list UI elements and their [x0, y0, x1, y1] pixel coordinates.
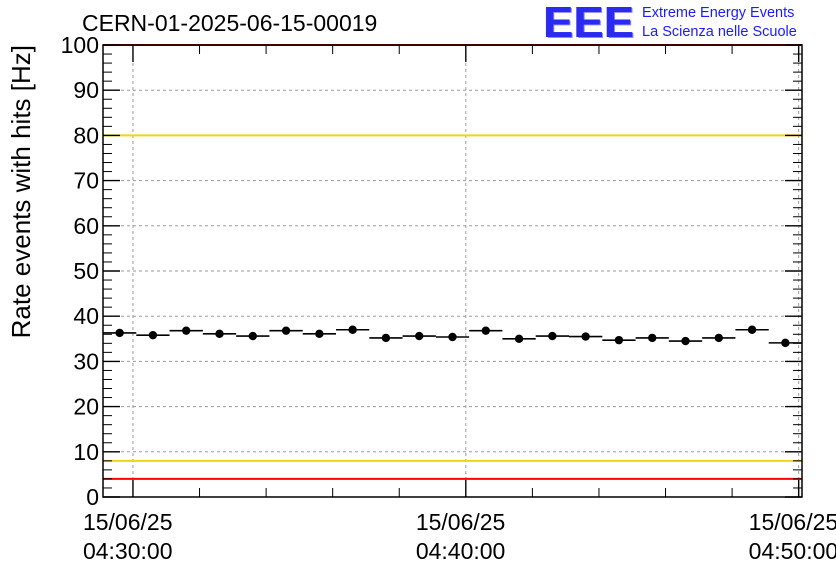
- y-tick-label-30: 30: [73, 348, 99, 374]
- logo-line-1: Extreme Energy Events: [642, 5, 795, 21]
- x-tick-time-0: 04:30:00: [83, 538, 173, 564]
- data-point-4: [248, 331, 257, 341]
- y-tick-label-100: 100: [61, 32, 99, 58]
- data-point-18: [714, 333, 723, 343]
- data-point-6: [315, 329, 324, 339]
- eee-logo: EEE Extreme Energy Events La Scienza nel…: [543, 0, 797, 47]
- data-point-14: [581, 332, 590, 341]
- reference-lines: [103, 44, 802, 480]
- x-tick-time-1: 04:40:00: [416, 538, 506, 564]
- axis-labels: 0 10 20 30 40 50 60 70 80 90 100 15/06/25 04:30:00 15…: [6, 32, 836, 564]
- data-point-9: [415, 331, 424, 341]
- y-axis-title: Rate events with hits [Hz]: [6, 45, 36, 338]
- data-point-5: [281, 326, 291, 335]
- data-point-12: [514, 334, 524, 343]
- eee-logo-mark: EEE: [543, 0, 635, 47]
- y-tick-label-60: 60: [73, 213, 99, 239]
- x-tick-date-0: 15/06/25: [83, 509, 173, 535]
- data-point-8: [381, 333, 391, 343]
- data-point-2: [182, 326, 191, 335]
- data-point-17: [681, 336, 690, 346]
- y-tick-label-40: 40: [73, 303, 99, 329]
- y-tick-label-0: 0: [86, 484, 99, 510]
- data-point-16: [648, 333, 657, 343]
- data-point-0: [115, 328, 124, 338]
- data-point-3: [215, 329, 224, 339]
- x-tick-date-1: 15/06/25: [416, 509, 506, 535]
- data-point-11: [481, 326, 490, 335]
- data-point-10: [448, 332, 457, 342]
- data-point-1: [148, 330, 158, 340]
- eee-logo-text: Extreme Energy Events La Scienza nelle S…: [642, 4, 797, 42]
- data-point-19: [747, 325, 757, 334]
- data-point-15: [614, 335, 624, 345]
- y-tick-label-20: 20: [73, 394, 99, 420]
- y-tick-label-10: 10: [73, 439, 99, 465]
- data-series: [103, 325, 802, 348]
- y-tick-label-50: 50: [73, 258, 99, 284]
- chart-title: CERN-01-2025-06-15-00019: [82, 10, 378, 36]
- logo-line-2: La Scienza nelle Scuole: [642, 24, 797, 40]
- axis-ticks: [103, 44, 802, 498]
- y-tick-label-80: 80: [73, 122, 99, 148]
- x-tick-time-2: 04:50:00: [749, 538, 836, 564]
- y-tick-label-90: 90: [73, 77, 99, 103]
- grid-lines: [103, 45, 802, 497]
- x-tick-date-2: 15/06/25: [749, 509, 836, 535]
- data-point-20: [781, 338, 790, 348]
- data-point-13: [548, 331, 557, 341]
- data-point-7: [348, 325, 357, 334]
- y-tick-label-70: 70: [73, 168, 99, 194]
